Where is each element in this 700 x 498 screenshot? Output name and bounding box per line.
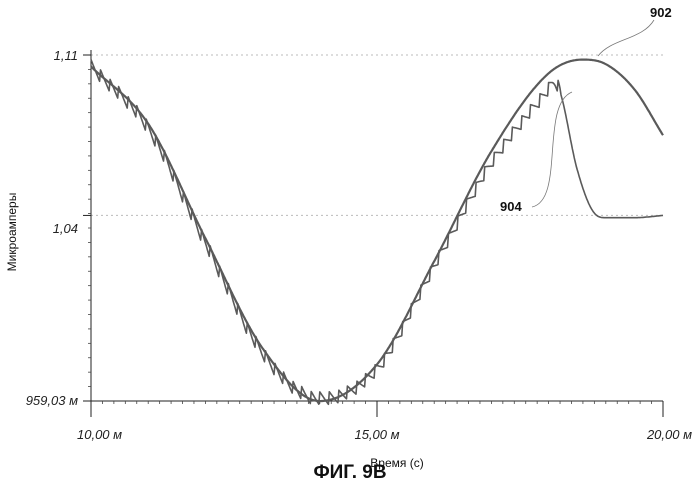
x-tick-label-start: 10,00 м: [77, 427, 122, 442]
minor-ticks: [88, 55, 663, 404]
x-tick-label-end: 20,00 м: [646, 427, 692, 442]
y-axis-title: Микроамперы: [5, 193, 19, 272]
figure-caption: ФИГ. 9В: [0, 462, 700, 484]
gridlines: [91, 55, 663, 215]
callout-902: 902: [650, 5, 672, 20]
y-tick-label-top: 1,11: [54, 48, 78, 63]
series-902-line: [91, 60, 663, 402]
leader-line-902: [598, 20, 654, 56]
leader-line-904: [532, 92, 572, 207]
chart: 1,11 1,04 959,03 м 10,00 м 15,00 м 20,00…: [0, 0, 700, 498]
major-ticks: [83, 55, 663, 417]
x-tick-label-mid: 15,00 м: [354, 427, 399, 442]
y-tick-label-bottom: 959,03 м: [26, 393, 78, 408]
series-904-line: [91, 60, 663, 405]
y-tick-label-mid: 1,04: [53, 221, 78, 236]
callout-904: 904: [500, 199, 522, 214]
